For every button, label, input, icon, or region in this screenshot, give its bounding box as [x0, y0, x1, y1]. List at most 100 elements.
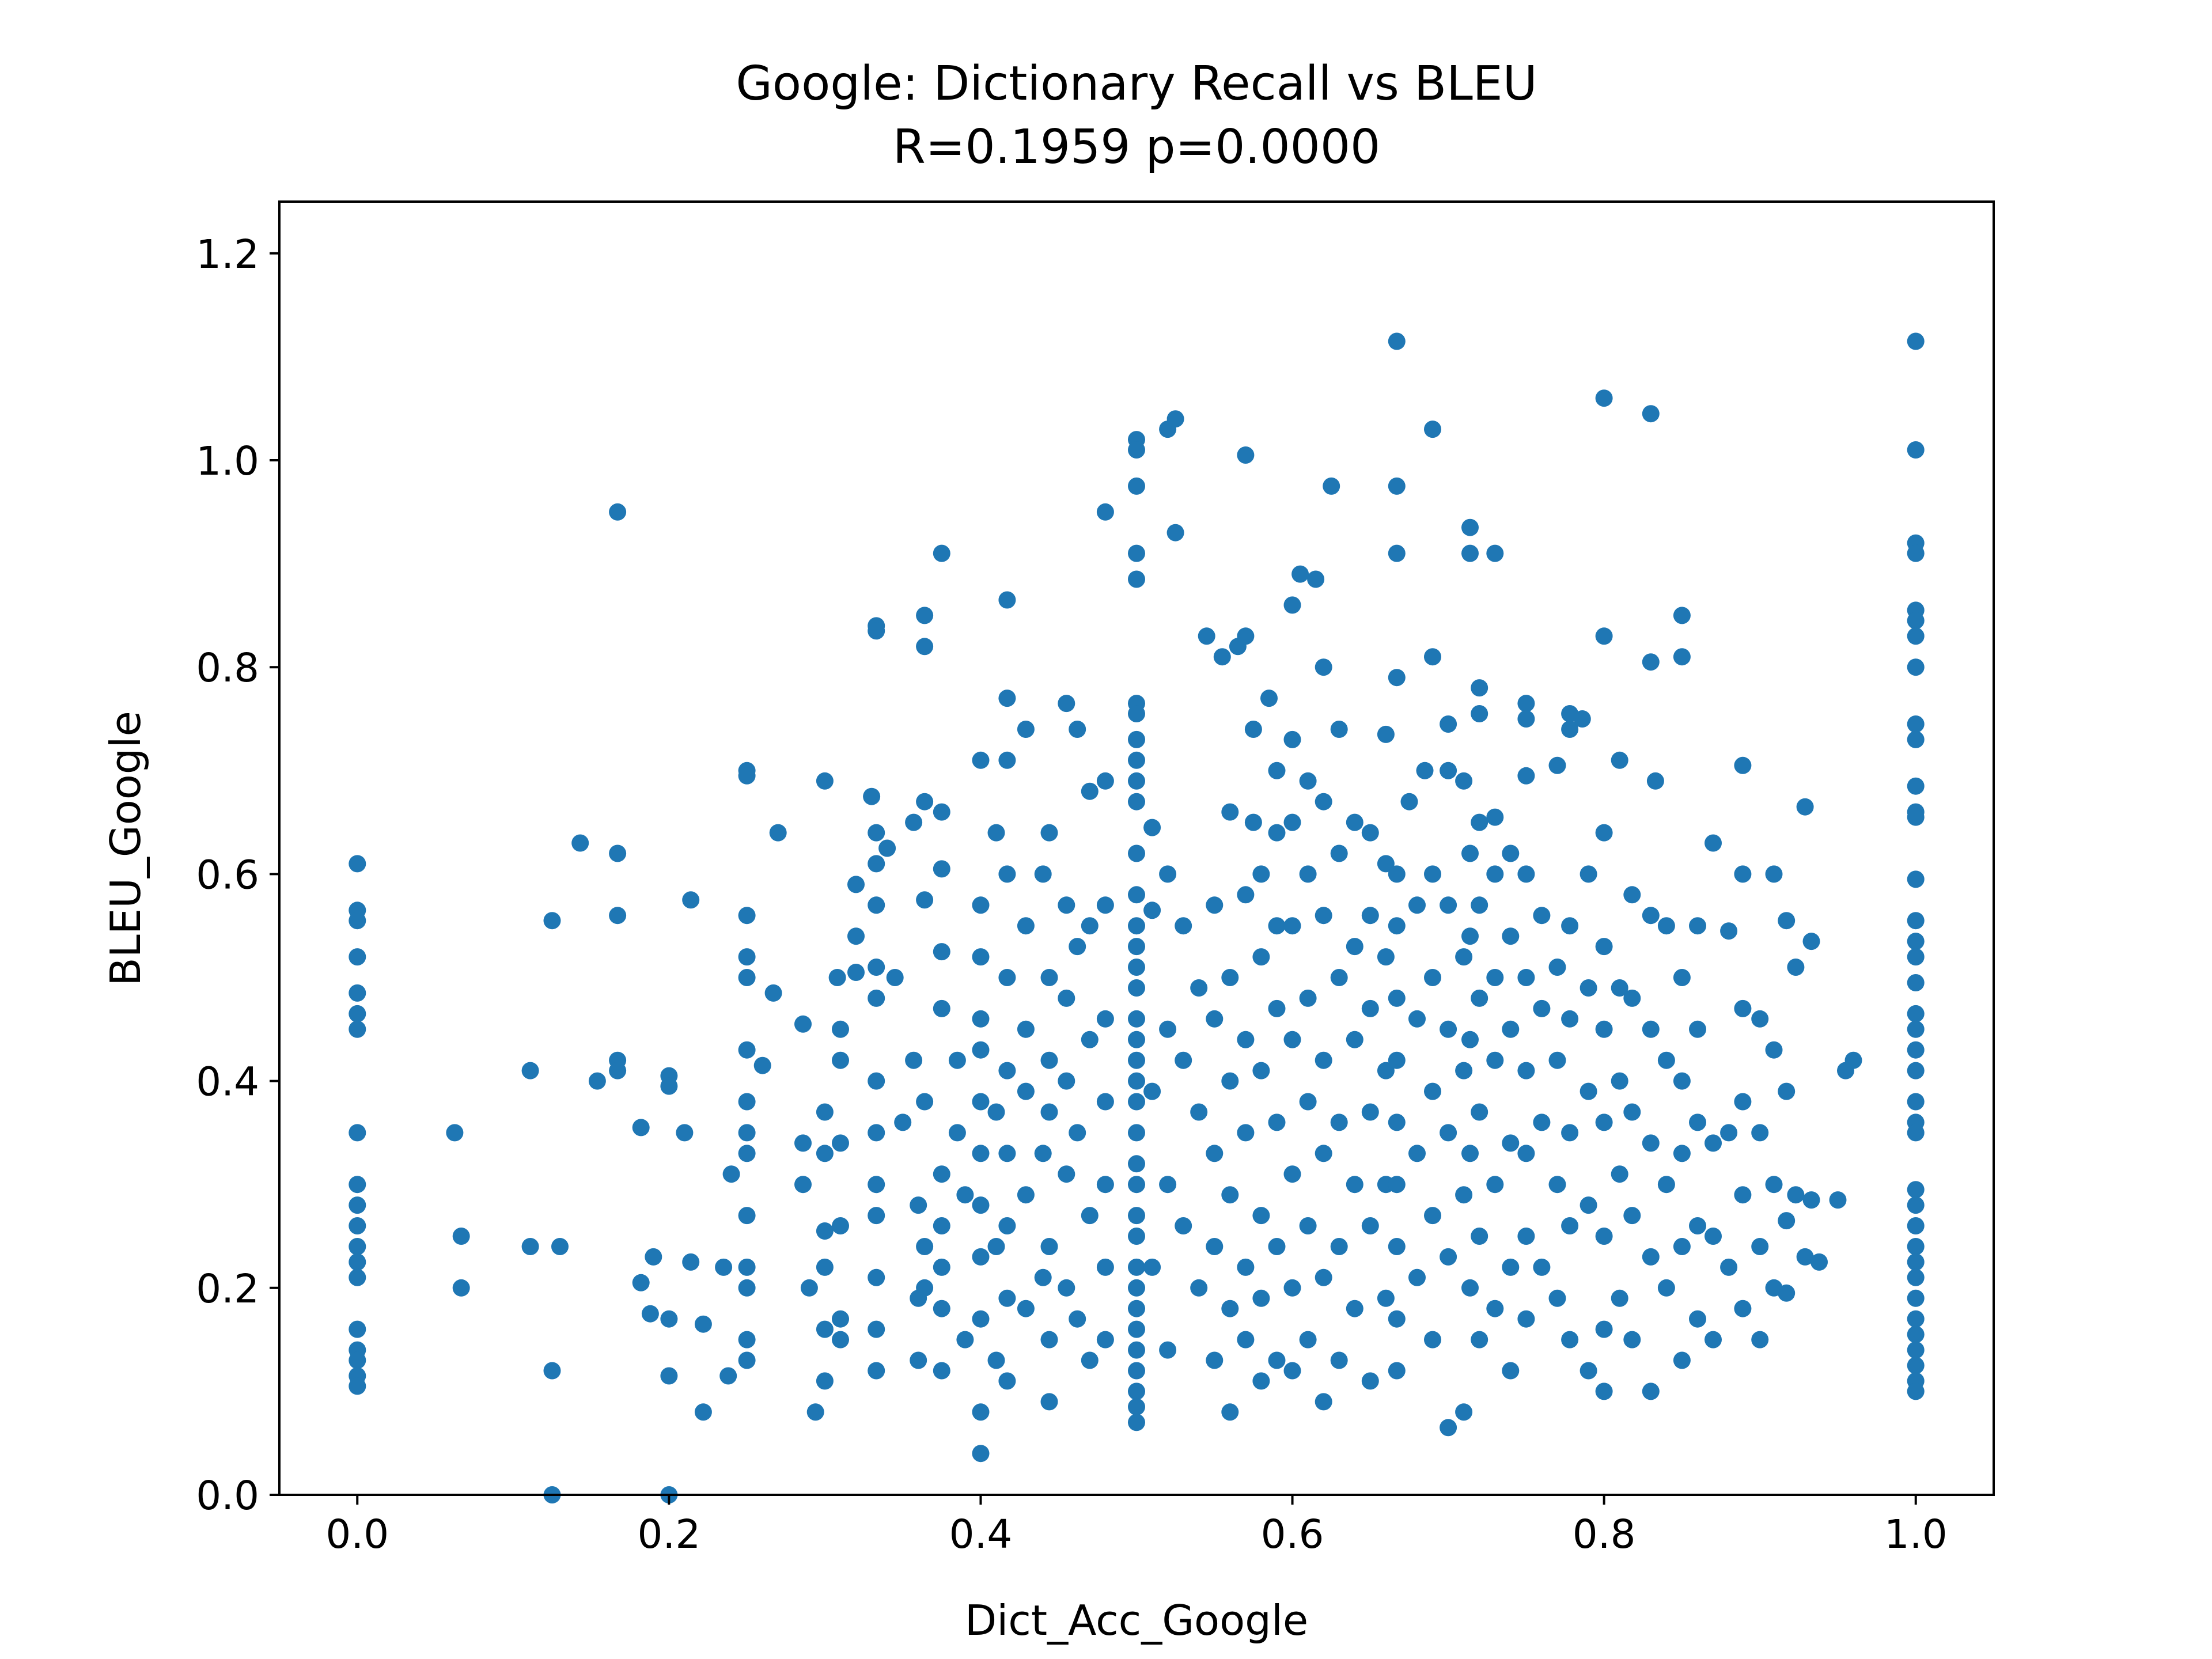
data-point	[1221, 1072, 1239, 1090]
data-point	[1517, 1062, 1535, 1080]
x-tick-label: 0.2	[637, 1512, 700, 1558]
data-point	[1907, 1310, 1925, 1328]
data-point	[1096, 1176, 1114, 1194]
data-point	[1642, 1248, 1660, 1266]
data-point	[1361, 1217, 1379, 1234]
data-point	[1907, 441, 1925, 459]
data-point	[868, 1362, 885, 1380]
data-point	[1486, 865, 1504, 883]
x-tick-label: 0.0	[325, 1512, 389, 1558]
data-point	[998, 1062, 1016, 1080]
data-point	[1128, 1031, 1145, 1048]
data-point	[1128, 1382, 1145, 1400]
data-point	[972, 1093, 990, 1111]
data-point	[1533, 1113, 1551, 1131]
data-point	[1034, 1145, 1052, 1162]
data-point	[1081, 917, 1099, 935]
data-point	[1096, 503, 1114, 521]
data-point	[1471, 813, 1488, 831]
y-tick-label: 0.6	[196, 852, 259, 898]
data-point	[641, 1305, 659, 1323]
data-point	[1796, 1248, 1814, 1266]
data-point	[1096, 896, 1114, 914]
data-point	[1017, 1300, 1035, 1317]
data-point	[1517, 1228, 1535, 1245]
data-point	[1734, 1186, 1752, 1204]
data-point	[806, 1403, 824, 1421]
data-point	[1611, 1072, 1628, 1090]
data-point	[948, 1051, 966, 1069]
data-point	[1502, 1134, 1520, 1152]
data-point	[1361, 1103, 1379, 1121]
data-point	[1720, 1258, 1738, 1276]
data-point	[1361, 824, 1379, 842]
data-point	[1595, 938, 1613, 956]
data-point	[828, 969, 846, 986]
data-point	[1907, 1093, 1925, 1111]
data-point	[816, 1145, 834, 1162]
data-point	[1388, 544, 1406, 562]
data-point	[1424, 1331, 1441, 1349]
data-point	[1471, 896, 1488, 914]
data-point	[1595, 627, 1613, 645]
data-point	[1408, 1010, 1426, 1028]
data-point	[446, 1124, 464, 1142]
data-point	[1190, 979, 1208, 997]
data-point	[1424, 1082, 1441, 1100]
data-point	[1206, 1351, 1224, 1369]
data-point	[1128, 1362, 1145, 1380]
data-point	[1377, 725, 1395, 743]
data-point	[1486, 1176, 1504, 1194]
data-point	[1159, 865, 1177, 883]
data-point	[1907, 808, 1925, 826]
data-point	[1388, 1113, 1406, 1131]
data-point	[1751, 1331, 1769, 1349]
data-point	[1561, 1010, 1579, 1028]
data-point	[738, 1351, 756, 1369]
data-point	[972, 1196, 990, 1214]
data-point	[738, 1124, 756, 1142]
data-point	[1689, 1217, 1706, 1234]
data-point	[933, 860, 950, 878]
data-point	[1128, 917, 1145, 935]
data-point	[660, 1077, 678, 1095]
x-axis-ticks: 0.0 0.2 0.4 0.6 0.8 1.0	[325, 1495, 1948, 1558]
data-point	[1040, 1238, 1058, 1255]
data-point	[794, 1134, 812, 1152]
data-point	[1206, 1238, 1224, 1255]
data-point	[816, 1103, 834, 1121]
data-point	[1175, 1217, 1192, 1234]
data-point	[847, 927, 865, 945]
data-point	[1595, 824, 1613, 842]
data-point	[1408, 1268, 1426, 1286]
data-point	[1424, 1207, 1441, 1225]
data-point	[868, 959, 885, 976]
data-point	[1907, 1005, 1925, 1022]
data-point	[868, 896, 885, 914]
data-point	[816, 1258, 834, 1276]
data-point	[1128, 1228, 1145, 1245]
data-point	[1705, 1331, 1722, 1349]
data-point	[1907, 715, 1925, 733]
data-point	[1128, 751, 1145, 769]
chart-subtitle: R=0.1959 p=0.0000	[893, 120, 1380, 175]
data-point	[1400, 793, 1418, 810]
data-point	[800, 1279, 818, 1297]
data-point	[1533, 999, 1551, 1017]
data-point	[349, 912, 366, 930]
data-point	[1040, 1331, 1058, 1349]
data-point	[1461, 1279, 1479, 1297]
data-point	[1486, 544, 1504, 562]
data-point	[1361, 1372, 1379, 1390]
data-point	[1502, 1258, 1520, 1276]
data-point	[1323, 477, 1340, 495]
data-point	[1377, 1289, 1395, 1307]
data-point	[916, 1093, 934, 1111]
data-point	[916, 1279, 934, 1297]
x-axis-label: Dict_Acc_Google	[965, 1596, 1308, 1645]
data-point	[816, 1320, 834, 1338]
data-point	[1128, 544, 1145, 562]
data-point	[1424, 969, 1441, 986]
data-point	[987, 824, 1005, 842]
data-point	[1330, 1113, 1348, 1131]
